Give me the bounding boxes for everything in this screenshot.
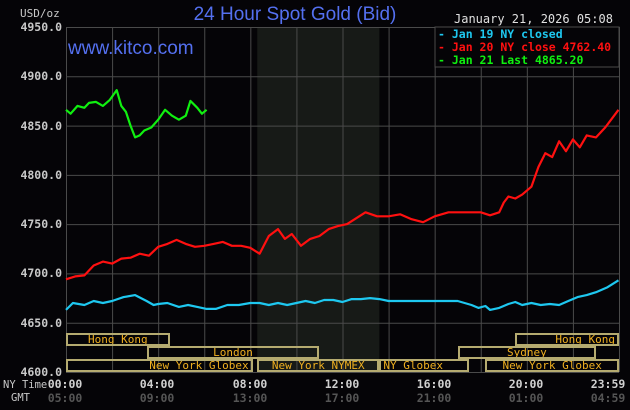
y-label: 4600.0 (20, 365, 62, 379)
unit-label: USD/oz (20, 7, 60, 20)
x-tick-gmt: 13:00 (232, 391, 268, 405)
x-tick-ny: 00:00 (47, 377, 83, 391)
x-tick-ny: 20:00 (508, 377, 544, 391)
x-tick-gmt: 17:00 (324, 391, 360, 405)
legend-dash-icon: - (438, 27, 452, 41)
x-tick-gmt: 01:00 (508, 391, 544, 405)
series-line-2 (65, 88, 208, 139)
legend-item-jan21: - Jan 21 Last 4865.20 (438, 53, 584, 67)
session-band: New York NYMEX (257, 359, 380, 372)
timestamp: January 21, 2026 05:08 (454, 12, 613, 26)
session-band: NY Globex (379, 359, 470, 372)
y-label: 4650.0 (20, 316, 62, 330)
session-band: Hong Kong (66, 333, 170, 346)
legend-item-jan20: - Jan 20 NY close 4762.40 (438, 40, 612, 54)
legend-item-jan19: - Jan 19 NY closed (438, 27, 563, 41)
y-label: 4900.0 (20, 69, 62, 83)
website-link[interactable]: www.kitco.com (68, 38, 194, 59)
legend-dash-icon: - (438, 53, 452, 67)
nymex-session-shading (257, 27, 380, 372)
x-tick-gmt: 09:00 (139, 391, 175, 405)
y-label: 4950.0 (20, 20, 62, 34)
session-band: Hong Kong (515, 333, 619, 346)
session-band: New York Globex (485, 359, 619, 372)
x-tick-ny: 04:00 (139, 377, 175, 391)
x-tick-ny: 08:00 (232, 377, 268, 391)
x-tick-ny: 23:59 (590, 377, 626, 391)
ny-time-label: NY Time (3, 379, 48, 391)
price-lines (65, 88, 620, 311)
y-label: 4850.0 (20, 119, 62, 133)
series-line-0 (65, 279, 620, 311)
x-tick-gmt: 21:00 (416, 391, 452, 405)
session-band: Sydney (457, 346, 596, 359)
y-label: 4800.0 (20, 168, 62, 182)
grid-lines (66, 27, 620, 373)
x-tick-gmt: 04:59 (590, 391, 626, 405)
legend-box (434, 26, 620, 68)
legend-dash-icon: - (438, 40, 452, 54)
session-band: New York Globex (66, 359, 253, 372)
series-line-1 (65, 109, 620, 281)
x-tick-gmt: 05:00 (47, 391, 83, 405)
gmt-label: GMT (11, 392, 30, 404)
x-tick-ny: 12:00 (324, 377, 360, 391)
x-tick-ny: 16:00 (416, 377, 452, 391)
y-label: 4700.0 (20, 266, 62, 280)
legend: - Jan 19 NY closed - Jan 20 NY close 476… (438, 28, 611, 67)
y-label: 4750.0 (20, 217, 62, 231)
session-band: London (146, 346, 320, 359)
